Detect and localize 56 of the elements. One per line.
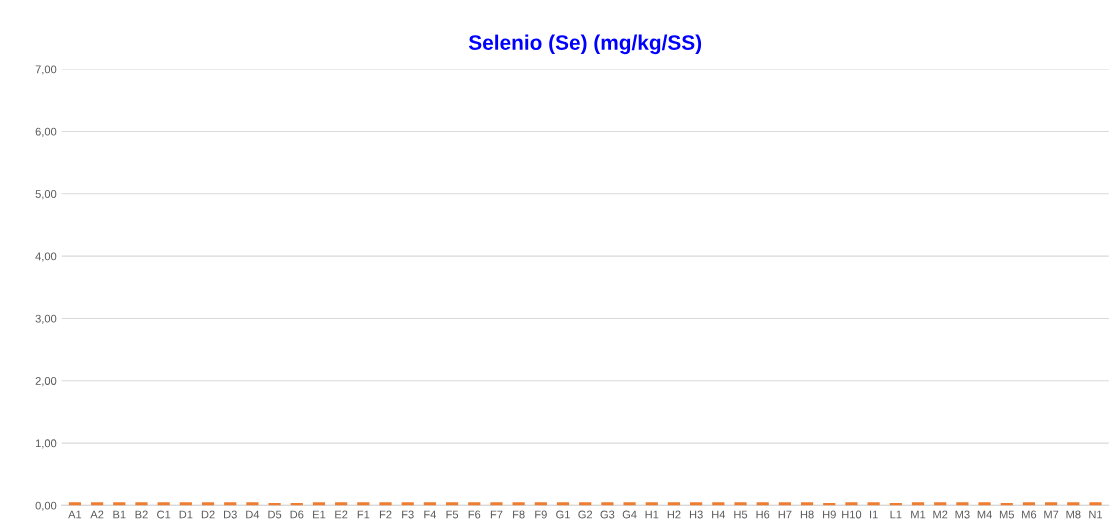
x-tick-label: H7	[778, 510, 792, 519]
y-tick-label: 3,00	[35, 314, 57, 324]
x-tick-label: F2	[379, 510, 392, 519]
x-tick-label: C1	[157, 510, 171, 519]
x-tick-label: M1	[911, 510, 926, 519]
x-tick-label: H10	[842, 510, 862, 519]
x-tick-label: F1	[357, 510, 370, 519]
x-tick-label: F8	[513, 510, 525, 519]
x-tick-label: H4	[712, 510, 726, 519]
x-tick-label: B1	[113, 510, 126, 519]
x-tick-label: D4	[246, 510, 260, 519]
x-tick-label: F9	[535, 510, 547, 519]
chart-title: Selenio (Se) (mg/kg/SS)	[468, 34, 702, 55]
x-tick-label: F5	[446, 510, 459, 519]
x-tick-label: D5	[268, 510, 282, 519]
x-tick-label: E1	[313, 510, 326, 519]
x-tick-label: G4	[622, 510, 637, 519]
x-tick-label: H6	[756, 510, 770, 519]
x-tick-label: F3	[402, 510, 414, 519]
y-tick-label: 7,00	[35, 65, 57, 75]
x-tick-label: H9	[823, 510, 836, 519]
x-tick-label: M5	[999, 510, 1014, 519]
x-tick-label: M6	[1022, 510, 1037, 519]
x-tick-label: M4	[977, 510, 992, 519]
x-tick-label: F4	[424, 510, 437, 519]
x-tick-label: H1	[645, 510, 659, 519]
y-tick-label: 4,00	[35, 252, 57, 262]
y-tick-label: 6,00	[35, 127, 57, 137]
x-tick-label: H8	[800, 510, 814, 519]
y-tick-label: 2,00	[35, 377, 57, 387]
x-tick-label: N1	[1089, 510, 1103, 519]
y-tick-label: 0,00	[35, 501, 57, 511]
x-tick-label: B2	[135, 510, 148, 519]
x-tick-label: M7	[1044, 510, 1059, 519]
x-tick-label: H3	[689, 510, 703, 519]
x-tick-label: M3	[955, 510, 970, 519]
x-tick-label: H2	[667, 510, 681, 519]
x-tick-label: H5	[734, 510, 748, 519]
x-tick-label: I1	[870, 510, 878, 519]
x-tick-label: L1	[890, 510, 902, 519]
x-tick-label: G2	[578, 510, 593, 519]
x-tick-label: F6	[468, 510, 481, 519]
x-tick-label: D1	[179, 510, 193, 519]
x-tick-label: G3	[600, 510, 615, 519]
x-tick-label: E2	[335, 510, 348, 519]
x-tick-label: D2	[201, 510, 215, 519]
x-tick-label: D6	[290, 510, 304, 519]
x-tick-label: F7	[490, 510, 503, 519]
x-tick-label: M2	[933, 510, 948, 519]
x-tick-label: D3	[224, 510, 237, 519]
x-tick-label: M8	[1066, 510, 1081, 519]
y-tick-label: 1,00	[35, 439, 57, 449]
y-tick-label: 5,00	[35, 190, 57, 200]
x-tick-label: A2	[90, 510, 104, 519]
x-tick-label: G1	[556, 510, 570, 519]
x-tick-label: A1	[68, 510, 82, 519]
